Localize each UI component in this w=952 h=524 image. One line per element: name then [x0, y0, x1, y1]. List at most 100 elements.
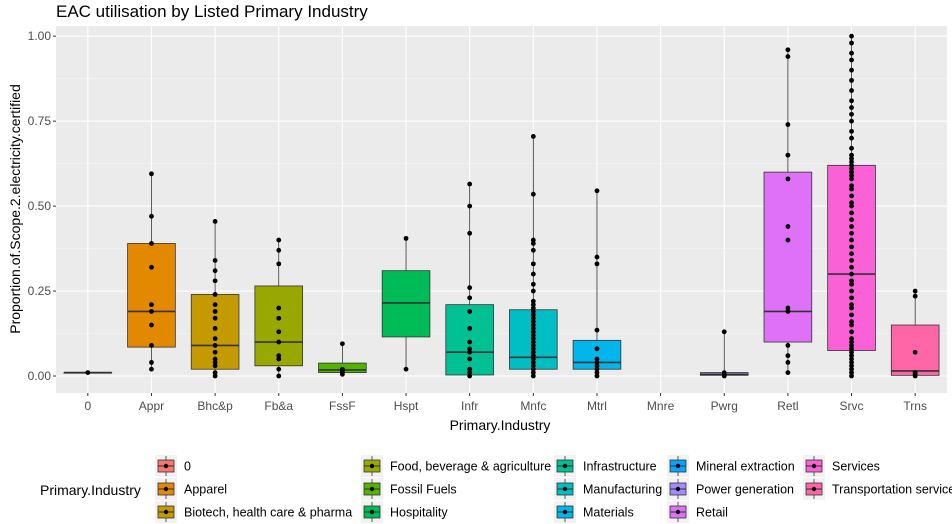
data-point [467, 203, 473, 209]
data-point [212, 326, 218, 331]
data-point [721, 329, 727, 335]
data-point [785, 353, 791, 359]
data-point [849, 111, 854, 117]
data-point [849, 343, 854, 348]
data-point [276, 373, 282, 379]
legend-key-point [811, 463, 817, 469]
legend-item-Mnre: Mineral extraction [667, 455, 795, 477]
data-point [849, 373, 854, 379]
data-point [785, 224, 791, 229]
data-point [530, 349, 536, 355]
data-point [530, 336, 536, 342]
data-point [849, 258, 854, 263]
legend-key-point [562, 463, 568, 469]
data-point [530, 322, 536, 328]
data-point [849, 159, 854, 165]
data-point [212, 218, 218, 224]
data-point [212, 258, 218, 263]
legend-item-FssF: Fossil Fuels [361, 478, 457, 500]
data-point [530, 343, 536, 348]
data-point [594, 188, 600, 194]
data-point [785, 370, 791, 376]
legend-key-point [675, 486, 681, 492]
data-point [530, 298, 536, 304]
data-point [849, 230, 854, 236]
data-point [276, 366, 282, 372]
data-point [276, 261, 282, 267]
y-tick-label: 0.50 [28, 199, 52, 213]
data-point [149, 302, 154, 308]
data-point [276, 315, 282, 321]
legend-item-Hspt: Hospitality [361, 501, 448, 523]
legend-key-point [811, 486, 817, 492]
data-point [530, 134, 536, 139]
x-tick-label: Hspt [394, 399, 419, 413]
data-point [276, 305, 282, 311]
data-point [530, 346, 536, 352]
data-point [849, 305, 854, 311]
y-axis: 0.00 0.25 0.50 0.75 1.00 [28, 29, 56, 383]
data-point [849, 224, 854, 229]
data-point [912, 293, 918, 299]
data-point [594, 254, 600, 260]
plot-panel [56, 26, 947, 393]
data-point [594, 363, 600, 369]
data-point [403, 366, 409, 372]
box-body [381, 270, 431, 338]
data-point [530, 363, 536, 369]
data-point [849, 40, 854, 46]
data-point [530, 360, 536, 365]
data-point [849, 271, 854, 277]
data-point [212, 370, 218, 376]
data-point [849, 295, 854, 301]
points-layer [85, 33, 918, 379]
legend-key-point [369, 509, 375, 515]
x-tick-label: Mnfc [520, 399, 546, 413]
box-body [763, 171, 813, 343]
legend-label: Power generation [696, 483, 794, 497]
data-point [849, 118, 854, 124]
data-point [212, 363, 218, 369]
data-point [467, 356, 473, 362]
legend-key-point [163, 463, 169, 469]
data-point [530, 329, 536, 335]
legend-key-point [675, 463, 681, 469]
legend-label: Services [832, 460, 880, 474]
x-tick-label: Bhc&p [197, 399, 233, 413]
data-point [912, 288, 918, 294]
data-point [849, 145, 854, 151]
data-point [849, 33, 854, 39]
data-point [467, 339, 473, 345]
data-point [212, 268, 218, 274]
data-point [339, 371, 345, 377]
data-point [849, 360, 854, 365]
legend-item-Pwrg: Power generation [667, 478, 794, 500]
data-point [849, 203, 854, 209]
data-point [849, 183, 854, 189]
x-tick-label: Mtrl [587, 399, 607, 413]
data-point [276, 247, 282, 253]
legend-label: Retail [696, 506, 728, 520]
x-tick-label: 0 [84, 399, 91, 413]
data-point [849, 105, 854, 110]
data-point [912, 373, 918, 379]
y-tick-label: 0.25 [28, 284, 52, 298]
data-point [530, 305, 536, 311]
chart-title: EAC utilisation by Listed Primary Indust… [56, 2, 368, 21]
legend-key-point [369, 463, 375, 469]
data-point [276, 356, 282, 362]
data-point [785, 309, 791, 314]
data-point [849, 176, 854, 182]
data-point [594, 373, 600, 379]
data-point [785, 152, 791, 158]
legend-item-Bhc&p: Biotech, health care & pharma [155, 501, 352, 523]
data-point [467, 230, 473, 236]
x-tick-label: Appr [139, 399, 164, 413]
data-point [849, 210, 854, 216]
data-point [530, 356, 536, 362]
data-point [212, 343, 218, 348]
data-point [594, 356, 600, 362]
data-point [849, 166, 854, 172]
legend-key-point [675, 509, 681, 515]
data-point [149, 241, 154, 246]
